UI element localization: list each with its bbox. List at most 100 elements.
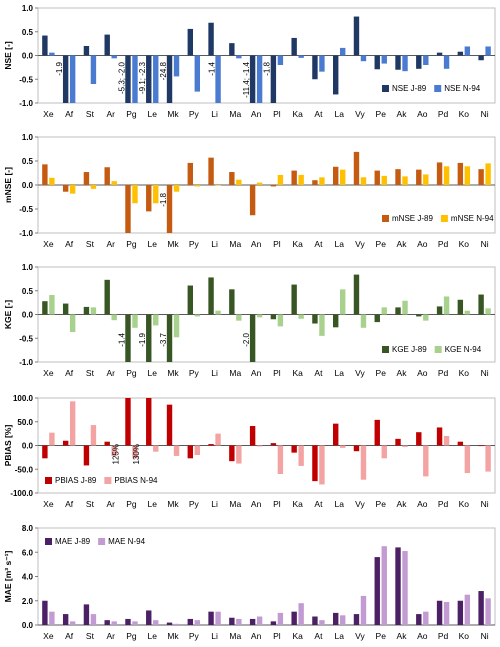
- x-tick-label: Le: [148, 239, 158, 249]
- bar: [249, 55, 256, 103]
- bar: [298, 603, 304, 625]
- x-tick-label: Ao: [417, 631, 428, 641]
- bar: [423, 611, 429, 625]
- y-tick-label: 0.0: [22, 181, 34, 190]
- bar: [69, 185, 76, 194]
- bar: [457, 600, 464, 625]
- x-tick-label: Le: [148, 368, 158, 378]
- data-label: -1.8: [263, 61, 272, 75]
- bar: [298, 445, 304, 466]
- bar: [312, 616, 318, 625]
- y-tick-label: 1.0: [22, 263, 34, 272]
- bar: [153, 314, 159, 326]
- y-tick-label: 6.0: [22, 548, 34, 557]
- legend-label: PBIAS J-89: [55, 476, 97, 485]
- bar: [111, 181, 117, 185]
- x-tick-label: Ka: [292, 499, 303, 509]
- x-tick-label: Pl: [273, 499, 281, 509]
- x-tick-label: Pg: [126, 368, 137, 378]
- x-tick-label: St: [86, 239, 95, 249]
- bar: [478, 294, 484, 315]
- x-tick-label: Py: [189, 631, 200, 641]
- data-label: -5.3; -2.0: [117, 61, 126, 94]
- bar: [457, 441, 464, 446]
- x-tick-label: Ni: [481, 368, 489, 378]
- bar: [166, 185, 173, 233]
- bar: [90, 185, 97, 189]
- x-tick-label: Vy: [355, 109, 365, 119]
- bar: [340, 169, 346, 185]
- legend-swatch: [104, 477, 112, 484]
- data-label: 125%: [111, 444, 120, 464]
- data-label: -1.9: [55, 61, 64, 75]
- x-tick-label: Ko: [459, 239, 470, 249]
- bar: [340, 289, 346, 315]
- bar: [340, 615, 346, 625]
- x-tick-label: Xe: [43, 368, 54, 378]
- bar: [146, 610, 152, 625]
- bar: [443, 166, 450, 185]
- x-tick-label: Xe: [43, 109, 54, 119]
- y-axis-label: MAE [m³ s⁻¹]: [3, 550, 13, 602]
- bar: [69, 55, 76, 103]
- bar: [277, 314, 284, 327]
- x-tick-label: Pl: [273, 109, 281, 119]
- x-tick-label: La: [334, 631, 344, 641]
- y-tick-label: -0.5: [19, 205, 33, 214]
- bar: [153, 185, 159, 204]
- y-tick-label: 0.5: [22, 287, 34, 296]
- y-tick-label: 4.0: [22, 573, 34, 582]
- bar: [236, 618, 242, 625]
- bar: [208, 444, 214, 446]
- bar: [395, 547, 401, 625]
- bar: [277, 445, 284, 474]
- bar: [381, 445, 387, 459]
- x-tick-label: Le: [148, 109, 158, 119]
- legend-swatch: [98, 538, 106, 545]
- bar: [153, 445, 159, 452]
- bar: [319, 620, 325, 625]
- bar: [194, 55, 200, 92]
- x-tick-label: Pg: [126, 239, 137, 249]
- bar: [194, 185, 200, 187]
- bar: [42, 600, 48, 625]
- bar: [353, 445, 360, 452]
- plot-frame: [37, 527, 496, 626]
- bar: [173, 314, 180, 338]
- bar: [153, 55, 159, 103]
- y-tick-label: 50.0: [17, 418, 33, 427]
- data-label: -11.4; -1.4: [242, 61, 251, 97]
- x-tick-label: Vy: [355, 631, 365, 641]
- x-tick-label: Le: [148, 631, 158, 641]
- x-tick-label: At: [314, 239, 323, 249]
- bar: [42, 164, 48, 185]
- bar: [270, 443, 277, 446]
- bar: [173, 55, 180, 77]
- bar: [270, 55, 277, 103]
- bar: [360, 55, 367, 62]
- bar: [229, 289, 235, 315]
- x-tick-label: Af: [65, 499, 74, 509]
- x-tick-label: Ma: [229, 368, 241, 378]
- bar: [83, 604, 90, 625]
- bar: [69, 401, 76, 446]
- x-tick-label: Li: [211, 239, 218, 249]
- x-tick-label: An: [251, 631, 262, 641]
- x-tick-label: Xe: [43, 631, 54, 641]
- bar: [402, 445, 408, 447]
- bar: [374, 419, 380, 446]
- legend-label: mNSE N-94: [451, 214, 494, 223]
- x-tick-label: Ao: [417, 109, 428, 119]
- bar: [215, 611, 221, 625]
- bar: [49, 177, 55, 185]
- data-label: -1.4: [207, 61, 216, 75]
- bar: [436, 600, 443, 625]
- x-tick-label: Pd: [438, 239, 449, 249]
- legend-label: KGE N-94: [445, 345, 482, 354]
- legend-swatch: [434, 346, 442, 353]
- bar: [194, 314, 200, 317]
- bar: [249, 185, 256, 216]
- bar: [485, 445, 491, 472]
- bar: [319, 55, 325, 72]
- bar: [42, 35, 48, 56]
